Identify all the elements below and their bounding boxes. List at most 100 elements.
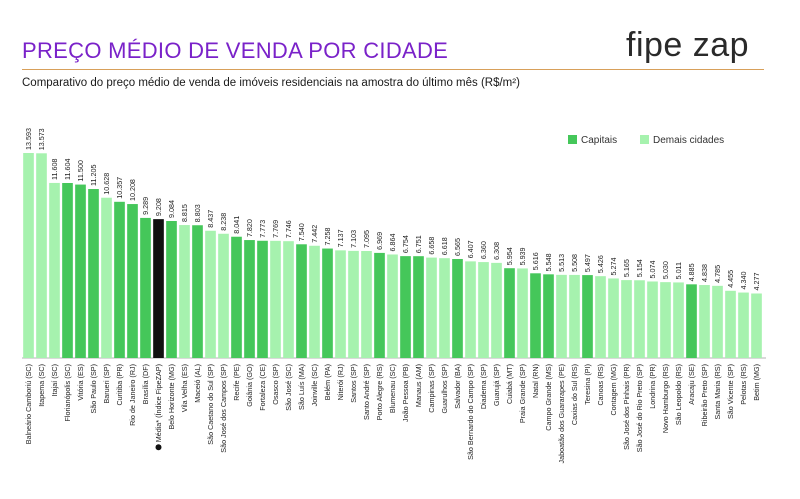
header-divider bbox=[22, 69, 764, 70]
category-label: Curitiba (PR) bbox=[115, 364, 124, 406]
bar bbox=[62, 183, 73, 358]
bar bbox=[23, 153, 34, 358]
bar bbox=[699, 285, 710, 358]
category-label: Caxias do Sul (RS) bbox=[570, 364, 579, 425]
bar-value-label: 5.548 bbox=[544, 253, 553, 271]
bar-value-label: 9.208 bbox=[154, 198, 163, 216]
bar bbox=[322, 248, 333, 358]
category-label: São José dos Campos (SP) bbox=[219, 364, 228, 453]
bar-value-label: 6.864 bbox=[388, 233, 397, 251]
bar-value-label: 9.084 bbox=[167, 200, 176, 218]
bar bbox=[439, 258, 450, 358]
category-label: Novo Hamburgo (RS) bbox=[661, 364, 670, 433]
bar-value-label: 5.154 bbox=[635, 259, 644, 277]
legend: Capitais Demais cidades bbox=[568, 135, 724, 146]
bar-value-label: 9.289 bbox=[141, 197, 150, 215]
bar-value-label: 10.357 bbox=[115, 177, 124, 199]
bar bbox=[153, 219, 164, 358]
bar-value-label: 5.616 bbox=[531, 252, 540, 270]
bar bbox=[751, 293, 762, 358]
bar bbox=[452, 258, 463, 358]
bar-value-label: 4.885 bbox=[687, 263, 696, 281]
bar-value-label: 4.785 bbox=[713, 265, 722, 283]
bar bbox=[673, 282, 684, 358]
category-label: Salvador (BA) bbox=[453, 364, 462, 409]
bar-value-label: 8.437 bbox=[206, 210, 215, 228]
category-label: Maceió (AL) bbox=[193, 364, 202, 403]
category-label: Ribeirão Preto (SP) bbox=[700, 364, 709, 426]
bar-value-label: 8.803 bbox=[193, 204, 202, 222]
category-label: São Paulo (SP) bbox=[89, 364, 98, 414]
category-label: Blumenau (SC) bbox=[388, 364, 397, 413]
category-label: Niterói (RJ) bbox=[336, 364, 345, 400]
chart-title: PREÇO MÉDIO DE VENDA POR CIDADE bbox=[22, 38, 449, 63]
bar-value-label: 7.769 bbox=[271, 220, 280, 238]
category-label: Campinas (SP) bbox=[427, 364, 436, 413]
category-label: São José do Rio Preto (SP) bbox=[635, 364, 644, 452]
category-label: Belo Horizonte (MG) bbox=[167, 364, 176, 430]
bar-value-label: 7.137 bbox=[336, 229, 345, 247]
category-label: Jaboatão dos Guararapes (PE) bbox=[557, 364, 566, 464]
category-label: São José dos Pinhais (PR) bbox=[622, 364, 631, 450]
bar-value-label: 5.274 bbox=[609, 257, 618, 275]
bar-value-label: 11.608 bbox=[50, 158, 59, 179]
bar-value-label: 6.618 bbox=[440, 237, 449, 255]
bar bbox=[712, 285, 723, 358]
bar-value-label: 4.340 bbox=[739, 272, 748, 290]
bar-value-label: 6.751 bbox=[414, 235, 423, 253]
bar bbox=[257, 240, 268, 358]
category-label: Goiânia (GO) bbox=[245, 364, 254, 407]
bar bbox=[231, 236, 242, 358]
bar-value-label: 13.593 bbox=[24, 128, 33, 150]
bar-value-label: 11.205 bbox=[89, 165, 98, 186]
bar bbox=[426, 257, 437, 358]
category-label: Aracaju (SE) bbox=[687, 364, 696, 405]
category-label: Betim (MG) bbox=[752, 364, 761, 401]
bar-value-label: 8.815 bbox=[180, 204, 189, 222]
bar bbox=[36, 153, 47, 358]
category-label: São Caetano do Sul (SP) bbox=[206, 364, 215, 445]
fipezap-logo: fipe zap bbox=[626, 26, 750, 64]
bar-value-label: 5.074 bbox=[648, 260, 657, 278]
bar-value-label: 5.508 bbox=[570, 254, 579, 272]
bar bbox=[478, 262, 489, 358]
category-label: Londrina (PR) bbox=[648, 364, 657, 409]
bar bbox=[543, 274, 554, 358]
category-label: Balneário Camboriú (SC) bbox=[24, 364, 33, 444]
bar bbox=[595, 276, 606, 358]
category-label: Natal (RN) bbox=[531, 364, 540, 398]
category-label: Brasília (DF) bbox=[141, 364, 150, 404]
bar-value-label: 5.939 bbox=[518, 247, 527, 265]
category-label: Teresina (PI) bbox=[583, 364, 592, 405]
bar-value-label: 6.407 bbox=[466, 240, 475, 258]
bar-value-label: 5.954 bbox=[505, 247, 514, 265]
category-label: Vitória (ES) bbox=[76, 364, 85, 401]
bar-value-label: 7.442 bbox=[310, 225, 319, 243]
bar bbox=[361, 251, 372, 358]
bar bbox=[127, 204, 138, 358]
bar bbox=[192, 225, 203, 358]
category-label: São Luís (MA) bbox=[297, 364, 306, 410]
bar-value-label: 5.011 bbox=[674, 262, 683, 279]
bar bbox=[504, 268, 515, 358]
bar bbox=[283, 241, 294, 358]
bar bbox=[634, 280, 645, 358]
category-label: Belém (PA) bbox=[323, 364, 332, 400]
category-label: Recife (PE) bbox=[232, 364, 241, 401]
bar-value-label: 4.455 bbox=[726, 270, 735, 288]
category-label: Diadema (SP) bbox=[479, 364, 488, 409]
bar-value-label: 6.658 bbox=[427, 237, 436, 255]
bar bbox=[608, 278, 619, 358]
bar-value-label: 7.773 bbox=[258, 220, 267, 238]
chart-subtitle: Comparativo do preço médio de venda de i… bbox=[22, 77, 520, 89]
bar bbox=[374, 252, 385, 358]
category-label: São Vicente (SP) bbox=[726, 364, 735, 419]
bar bbox=[75, 184, 86, 358]
category-label: São Leopoldo (RS) bbox=[674, 364, 683, 425]
bar bbox=[309, 245, 320, 358]
bar-value-label: 8.238 bbox=[219, 213, 228, 231]
value-labels-group: 13.593 13.573 11.608 11.604 11.500 11.205 10.6… bbox=[24, 128, 761, 290]
bar-value-label: 7.540 bbox=[297, 223, 306, 241]
bar-value-label: 7.095 bbox=[362, 230, 371, 248]
